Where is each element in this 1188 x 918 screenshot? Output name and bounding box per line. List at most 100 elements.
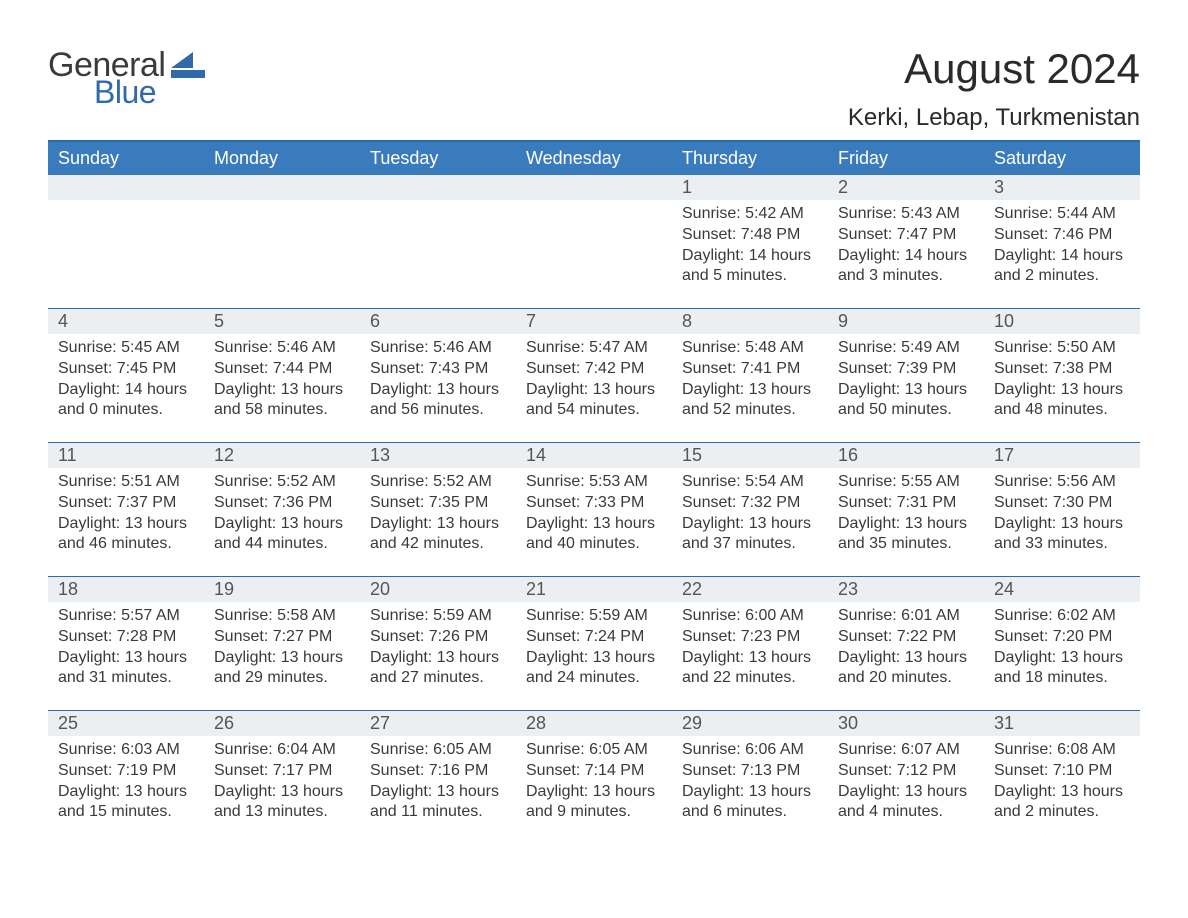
- daylight-text: Daylight: 13 hours and 2 minutes.: [994, 782, 1130, 824]
- day-number: 11: [48, 443, 204, 468]
- day-cell: Sunrise: 5:56 AMSunset: 7:30 PMDaylight:…: [984, 468, 1140, 576]
- week-row: 25262728293031Sunrise: 6:03 AMSunset: 7:…: [48, 710, 1140, 844]
- day-cell: [516, 200, 672, 308]
- daylight-text: Daylight: 13 hours and 54 minutes.: [526, 380, 662, 422]
- day-cell: Sunrise: 5:45 AMSunset: 7:45 PMDaylight:…: [48, 334, 204, 442]
- day-number: 29: [672, 711, 828, 736]
- sunset-text: Sunset: 7:13 PM: [682, 761, 818, 782]
- sunset-text: Sunset: 7:36 PM: [214, 493, 350, 514]
- day-cell: [48, 200, 204, 308]
- day-body-row: Sunrise: 6:03 AMSunset: 7:19 PMDaylight:…: [48, 736, 1140, 844]
- sunset-text: Sunset: 7:17 PM: [214, 761, 350, 782]
- sunset-text: Sunset: 7:20 PM: [994, 627, 1130, 648]
- sunset-text: Sunset: 7:22 PM: [838, 627, 974, 648]
- day-number: 27: [360, 711, 516, 736]
- day-number: 18: [48, 577, 204, 602]
- sunset-text: Sunset: 7:38 PM: [994, 359, 1130, 380]
- daylight-text: Daylight: 14 hours and 5 minutes.: [682, 246, 818, 288]
- day-cell: Sunrise: 6:07 AMSunset: 7:12 PMDaylight:…: [828, 736, 984, 844]
- day-number: [360, 175, 516, 200]
- day-cell: [360, 200, 516, 308]
- day-number: 14: [516, 443, 672, 468]
- day-cell: Sunrise: 5:54 AMSunset: 7:32 PMDaylight:…: [672, 468, 828, 576]
- day-number: 26: [204, 711, 360, 736]
- daylight-text: Daylight: 13 hours and 29 minutes.: [214, 648, 350, 690]
- day-number: 9: [828, 309, 984, 334]
- day-number: 10: [984, 309, 1140, 334]
- week-row: 123Sunrise: 5:42 AMSunset: 7:48 PMDaylig…: [48, 175, 1140, 308]
- sunrise-text: Sunrise: 6:04 AM: [214, 740, 350, 761]
- sunset-text: Sunset: 7:26 PM: [370, 627, 506, 648]
- daylight-text: Daylight: 13 hours and 4 minutes.: [838, 782, 974, 824]
- sunset-text: Sunset: 7:16 PM: [370, 761, 506, 782]
- sunrise-text: Sunrise: 5:52 AM: [214, 472, 350, 493]
- weekday-header: Friday: [828, 142, 984, 175]
- day-cell: Sunrise: 6:00 AMSunset: 7:23 PMDaylight:…: [672, 602, 828, 710]
- sunset-text: Sunset: 7:24 PM: [526, 627, 662, 648]
- day-cell: Sunrise: 5:58 AMSunset: 7:27 PMDaylight:…: [204, 602, 360, 710]
- day-cell: Sunrise: 6:01 AMSunset: 7:22 PMDaylight:…: [828, 602, 984, 710]
- sunset-text: Sunset: 7:39 PM: [838, 359, 974, 380]
- sunrise-text: Sunrise: 6:05 AM: [526, 740, 662, 761]
- sunrise-text: Sunrise: 5:52 AM: [370, 472, 506, 493]
- flag-icon: [171, 52, 205, 83]
- sunrise-text: Sunrise: 5:44 AM: [994, 204, 1130, 225]
- day-number: 30: [828, 711, 984, 736]
- day-cell: [204, 200, 360, 308]
- calendar: Sunday Monday Tuesday Wednesday Thursday…: [48, 140, 1140, 844]
- daylight-text: Daylight: 13 hours and 31 minutes.: [58, 648, 194, 690]
- daylight-text: Daylight: 13 hours and 20 minutes.: [838, 648, 974, 690]
- day-number-row: 18192021222324: [48, 577, 1140, 602]
- day-cell: Sunrise: 6:05 AMSunset: 7:14 PMDaylight:…: [516, 736, 672, 844]
- sunset-text: Sunset: 7:44 PM: [214, 359, 350, 380]
- sunrise-text: Sunrise: 5:58 AM: [214, 606, 350, 627]
- day-number: 24: [984, 577, 1140, 602]
- day-number: [204, 175, 360, 200]
- daylight-text: Daylight: 13 hours and 24 minutes.: [526, 648, 662, 690]
- sunset-text: Sunset: 7:41 PM: [682, 359, 818, 380]
- day-number: 5: [204, 309, 360, 334]
- daylight-text: Daylight: 13 hours and 48 minutes.: [994, 380, 1130, 422]
- daylight-text: Daylight: 13 hours and 42 minutes.: [370, 514, 506, 556]
- sunset-text: Sunset: 7:32 PM: [682, 493, 818, 514]
- day-number: [516, 175, 672, 200]
- logo-text: General Blue: [48, 48, 165, 108]
- day-cell: Sunrise: 5:44 AMSunset: 7:46 PMDaylight:…: [984, 200, 1140, 308]
- day-cell: Sunrise: 5:43 AMSunset: 7:47 PMDaylight:…: [828, 200, 984, 308]
- sunset-text: Sunset: 7:47 PM: [838, 225, 974, 246]
- day-body-row: Sunrise: 5:57 AMSunset: 7:28 PMDaylight:…: [48, 602, 1140, 710]
- sunrise-text: Sunrise: 6:07 AM: [838, 740, 974, 761]
- daylight-text: Daylight: 14 hours and 2 minutes.: [994, 246, 1130, 288]
- sunrise-text: Sunrise: 6:02 AM: [994, 606, 1130, 627]
- sunrise-text: Sunrise: 5:56 AM: [994, 472, 1130, 493]
- day-cell: Sunrise: 6:02 AMSunset: 7:20 PMDaylight:…: [984, 602, 1140, 710]
- sunset-text: Sunset: 7:23 PM: [682, 627, 818, 648]
- day-cell: Sunrise: 6:06 AMSunset: 7:13 PMDaylight:…: [672, 736, 828, 844]
- day-number-row: 45678910: [48, 309, 1140, 334]
- day-cell: Sunrise: 5:46 AMSunset: 7:44 PMDaylight:…: [204, 334, 360, 442]
- title-block: August 2024 Kerki, Lebap, Turkmenistan: [848, 48, 1140, 132]
- daylight-text: Daylight: 13 hours and 27 minutes.: [370, 648, 506, 690]
- daylight-text: Daylight: 14 hours and 0 minutes.: [58, 380, 194, 422]
- daylight-text: Daylight: 13 hours and 46 minutes.: [58, 514, 194, 556]
- daylight-text: Daylight: 13 hours and 52 minutes.: [682, 380, 818, 422]
- sunrise-text: Sunrise: 5:48 AM: [682, 338, 818, 359]
- day-number: 17: [984, 443, 1140, 468]
- sunrise-text: Sunrise: 5:49 AM: [838, 338, 974, 359]
- day-body-row: Sunrise: 5:42 AMSunset: 7:48 PMDaylight:…: [48, 200, 1140, 308]
- sunrise-text: Sunrise: 5:57 AM: [58, 606, 194, 627]
- sunrise-text: Sunrise: 5:46 AM: [370, 338, 506, 359]
- sunset-text: Sunset: 7:12 PM: [838, 761, 974, 782]
- sunrise-text: Sunrise: 5:53 AM: [526, 472, 662, 493]
- day-number: 7: [516, 309, 672, 334]
- sunrise-text: Sunrise: 5:47 AM: [526, 338, 662, 359]
- logo: General Blue: [48, 48, 205, 108]
- day-cell: Sunrise: 6:05 AMSunset: 7:16 PMDaylight:…: [360, 736, 516, 844]
- day-number: 4: [48, 309, 204, 334]
- sunrise-text: Sunrise: 6:03 AM: [58, 740, 194, 761]
- sunset-text: Sunset: 7:33 PM: [526, 493, 662, 514]
- sunset-text: Sunset: 7:14 PM: [526, 761, 662, 782]
- day-number: 15: [672, 443, 828, 468]
- weekday-header: Thursday: [672, 142, 828, 175]
- daylight-text: Daylight: 13 hours and 6 minutes.: [682, 782, 818, 824]
